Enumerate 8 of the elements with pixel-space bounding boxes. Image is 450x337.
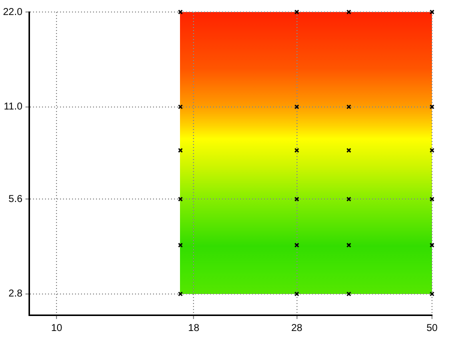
y-tick-label: 5.6	[8, 194, 23, 205]
y-tick-label: 2.8	[8, 288, 23, 300]
y-tick-label: 22.0	[2, 6, 23, 18]
x-tick-label: 18	[188, 322, 200, 334]
x-tick-label: 50	[426, 322, 438, 334]
x-tick-label: 10	[51, 322, 63, 334]
x-tick-label: 28	[291, 322, 303, 334]
y-tick-label: 11.0	[4, 102, 23, 113]
